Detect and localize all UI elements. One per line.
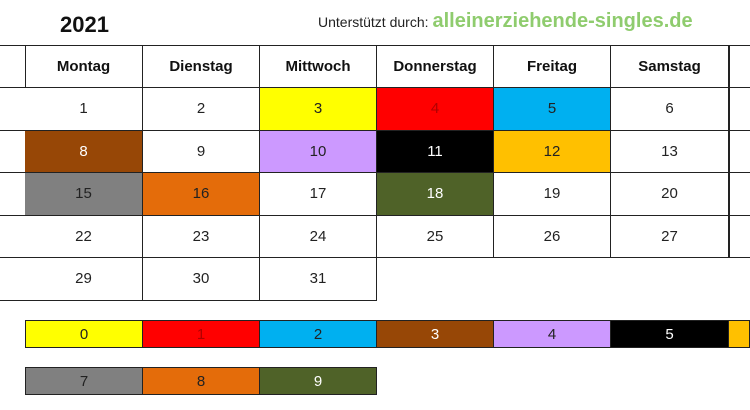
grid-left-stub	[0, 216, 25, 258]
day-cell[interactable]: 10	[260, 130, 377, 173]
day-cell[interactable]: 3	[260, 88, 377, 131]
legend-swatch: 2	[260, 320, 377, 348]
day-cell[interactable]: 30	[143, 258, 260, 301]
day-cell[interactable]: 26	[494, 215, 611, 258]
year-title: 2021	[60, 12, 109, 37]
day-cell[interactable]: 24	[260, 215, 377, 258]
legend-swatch	[729, 320, 750, 348]
day-cell[interactable]: 23	[143, 215, 260, 258]
grid-right-stub	[729, 45, 750, 88]
day-cell[interactable]: 17	[260, 173, 377, 216]
day-cell[interactable]: 2	[143, 88, 260, 131]
legend-swatch: 0	[25, 320, 143, 348]
day-cell[interactable]: 31	[260, 258, 377, 301]
grid-left-stub	[0, 131, 25, 173]
grid-left-stub	[0, 173, 25, 216]
weekday-header: Donnerstag	[377, 45, 494, 88]
day-cell[interactable]: 1	[25, 88, 143, 131]
legend-swatch: 4	[494, 320, 611, 348]
weekday-header: Freitag	[494, 45, 611, 88]
day-cell[interactable]: 4	[377, 88, 494, 131]
day-cell[interactable]: 5	[494, 88, 611, 131]
grid-right-stub	[729, 88, 750, 131]
day-cell[interactable]: 12	[494, 130, 611, 173]
legend-swatch: 1	[143, 320, 260, 348]
day-cell[interactable]: 27	[611, 215, 729, 258]
weekday-header: Samstag	[611, 45, 729, 88]
grid-right-stub	[729, 173, 750, 216]
day-cell[interactable]: 13	[611, 130, 729, 173]
weekday-header: Mittwoch	[260, 45, 377, 88]
day-cell[interactable]: 20	[611, 173, 729, 216]
day-cell[interactable]: 18	[377, 173, 494, 216]
legend-swatch: 8	[143, 367, 260, 395]
grid-left-stub	[0, 45, 25, 88]
support-line: Unterstützt durch: alleinerziehende-singl…	[318, 10, 693, 33]
day-cell[interactable]: 25	[377, 215, 494, 258]
day-cell[interactable]: 11	[377, 130, 494, 173]
day-cell[interactable]: 9	[143, 130, 260, 173]
day-cell[interactable]: 22	[25, 215, 143, 258]
day-cell[interactable]: 8	[25, 130, 143, 173]
day-cell[interactable]: 15	[25, 173, 143, 216]
day-cell[interactable]: 19	[494, 173, 611, 216]
grid-left-stub	[0, 258, 25, 301]
grid-right-stub	[729, 130, 750, 173]
support-label: Unterstützt durch:	[318, 14, 429, 30]
legend-swatch: 9	[260, 367, 377, 395]
legend-swatch: 3	[377, 320, 494, 348]
day-cell[interactable]: 29	[25, 258, 143, 301]
grid-left-stub	[0, 88, 25, 131]
day-cell[interactable]: 6	[611, 88, 729, 131]
support-link[interactable]: alleinerziehende-singles.de	[432, 10, 693, 32]
weekday-header: Dienstag	[143, 45, 260, 88]
legend-swatch: 7	[25, 367, 143, 395]
legend-swatch: 5	[611, 320, 729, 348]
weekday-header: Montag	[25, 45, 143, 88]
grid-right-stub	[729, 215, 750, 258]
day-cell[interactable]: 16	[143, 173, 260, 216]
